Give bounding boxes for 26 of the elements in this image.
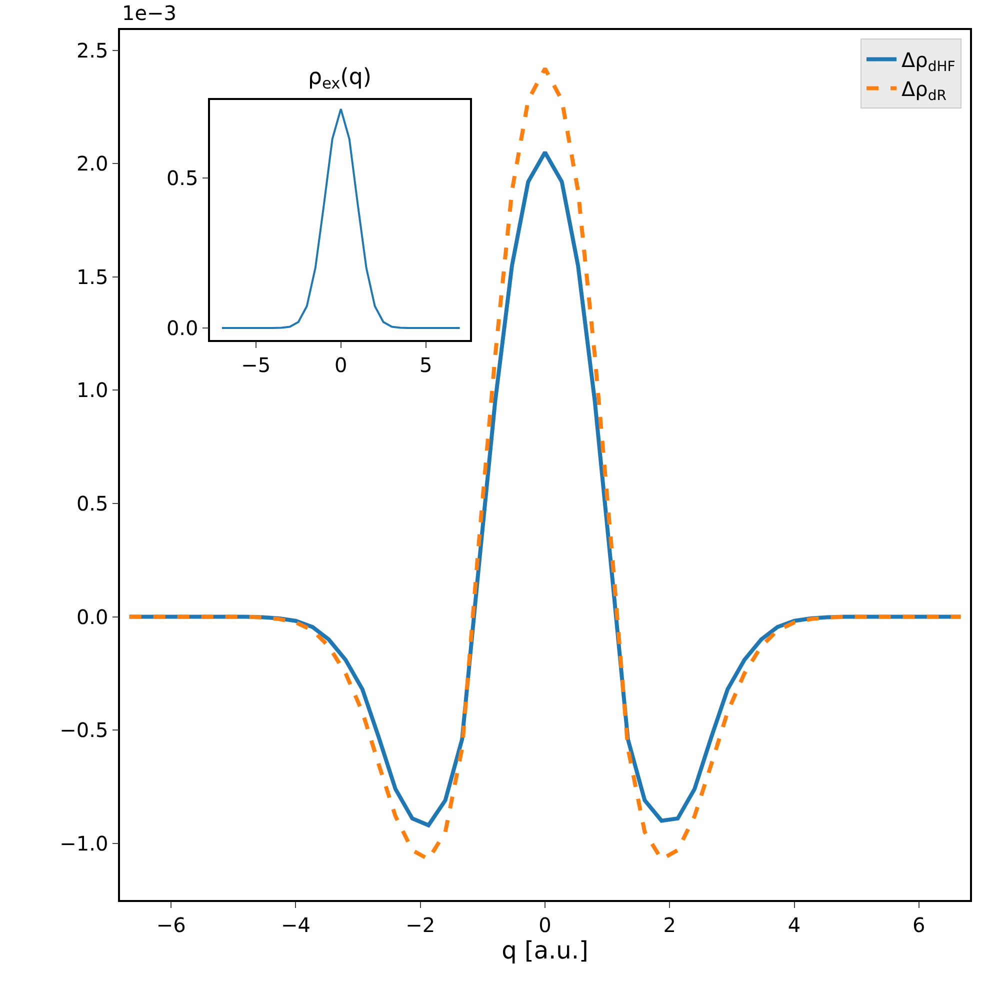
- y-tick-label: 0.0: [76, 604, 108, 629]
- y-tick-label: 2.0: [76, 152, 108, 176]
- chart-title: ρ$_{ex}$(q): [308, 65, 372, 93]
- x-tick-label: −4: [280, 912, 310, 937]
- y-tick-label: 0.0: [166, 316, 198, 340]
- y-tick-label: −0.5: [60, 718, 108, 742]
- x-tick-label: −6: [156, 912, 186, 937]
- x-tick-label: 0: [334, 352, 348, 377]
- legend-label: Δρ$_{dHF}$: [902, 48, 956, 76]
- y-tick-label: 1.5: [76, 264, 108, 289]
- x-tick-label: 6: [912, 912, 926, 937]
- x-tick-label: −2: [406, 912, 436, 937]
- x-tick-label: 5: [419, 352, 432, 377]
- x-tick-label: −5: [241, 352, 271, 377]
- y-tick-label: −1.0: [60, 831, 108, 856]
- x-axis-title: q [a.u.]: [502, 936, 588, 965]
- x-tick-label: 2: [663, 912, 676, 937]
- y-tick-label: 1.0: [76, 378, 108, 402]
- x-tick-label: 4: [788, 912, 801, 937]
- x-tick-label: 0: [538, 912, 552, 937]
- legend-label: Δρ$_{dR}$: [902, 77, 947, 104]
- y-tick-label: 2.5: [76, 38, 108, 62]
- line-series: [220, 108, 461, 329]
- text: 1e−3: [122, 1, 177, 25]
- y-tick-label: 0.5: [166, 166, 198, 190]
- y-tick-label: 0.5: [76, 492, 108, 516]
